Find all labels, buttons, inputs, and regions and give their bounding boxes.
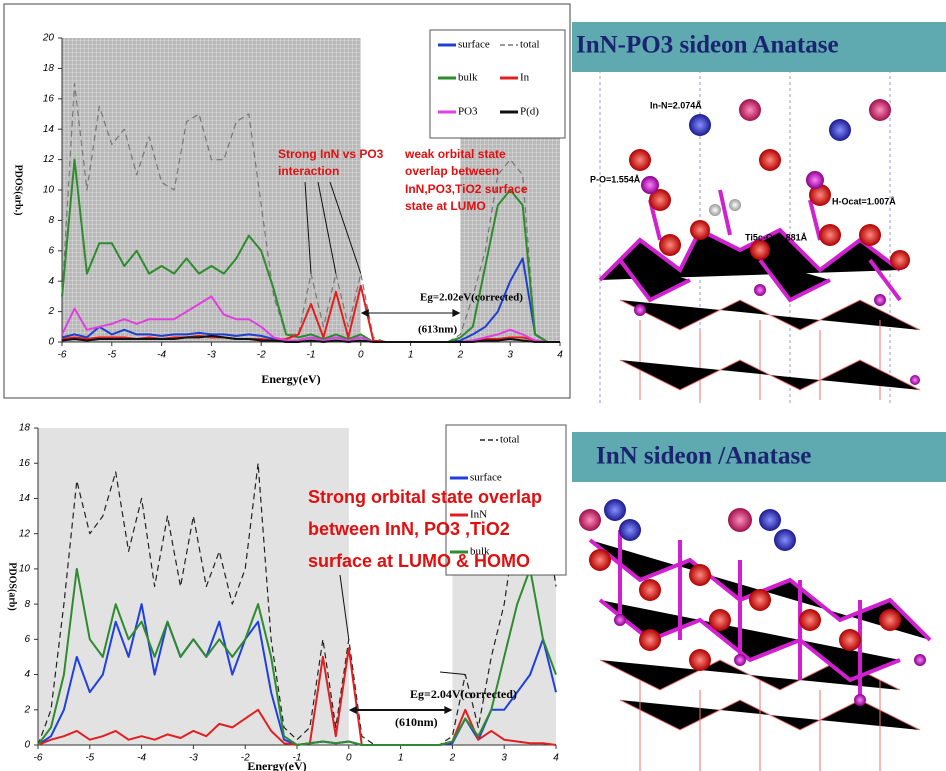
- x-tick-label: -2: [257, 350, 266, 361]
- y-tick-label: 10: [43, 185, 55, 196]
- legend-label: PO3: [458, 106, 478, 118]
- y-tick-label: 4: [48, 276, 54, 287]
- series-line: [37, 567, 557, 746]
- legend-box: [445, 424, 567, 576]
- bond-label: P-O=1.554Å: [590, 174, 641, 184]
- legend-box: [429, 29, 566, 139]
- y-tick-label: 12: [43, 154, 55, 165]
- y-tick-label: 6: [48, 245, 54, 256]
- y-tick-label: 4: [24, 669, 30, 680]
- legend-label: P(d): [520, 106, 539, 118]
- x-tick-label: 4: [553, 753, 559, 764]
- annotation-arrow: [329, 181, 362, 274]
- x-tick-label: -1: [293, 753, 302, 764]
- annotation-arrow: [304, 181, 312, 274]
- image-title: InN-PO3 sideon Anatase: [576, 32, 839, 59]
- x-tick-label: -5: [107, 350, 116, 361]
- x-tick-label: 1: [408, 350, 414, 361]
- annotation: Eg=2.04V(corrected): [410, 687, 517, 701]
- series-line: [37, 462, 557, 746]
- series-line: [61, 295, 560, 343]
- legend-label: total: [500, 434, 520, 446]
- annotation: interaction: [278, 164, 339, 178]
- y-tick-label: 0: [24, 740, 30, 751]
- image-title: InN sideon /Anatase: [596, 443, 811, 470]
- legend-label: InN: [470, 509, 487, 521]
- y-tick-label: 20: [42, 33, 55, 44]
- x-tick-label: -4: [157, 350, 166, 361]
- x-tick-label: -1: [307, 350, 316, 361]
- y-tick-label: 14: [19, 493, 31, 504]
- y-axis-label: PDOS(arb.): [13, 165, 24, 216]
- x-axis-label: Energy(eV): [247, 759, 306, 771]
- legend-label: surface: [458, 39, 490, 51]
- y-tick-label: 8: [24, 599, 30, 610]
- y-axis-label: PDOS(arb): [7, 562, 18, 610]
- annotation: state at LUMO: [405, 199, 486, 213]
- x-tick-label: 2: [449, 753, 456, 764]
- x-tick-label: -3: [207, 350, 216, 361]
- x-tick-label: 2: [457, 350, 464, 361]
- x-tick-label: 0: [358, 350, 364, 361]
- x-tick-label: -5: [85, 753, 94, 764]
- x-tick-label: 3: [507, 350, 513, 361]
- x-tick-label: 1: [398, 753, 404, 764]
- annotation: (613nm): [418, 324, 457, 336]
- legend-label: bulk: [458, 72, 478, 84]
- y-tick-label: 10: [19, 564, 31, 575]
- annotation: Strong InN vs PO3: [278, 147, 384, 161]
- x-tick-label: 0: [346, 753, 352, 764]
- y-tick-label: 12: [19, 528, 31, 539]
- y-tick-label: 18: [19, 423, 31, 434]
- annotation: overlap between: [405, 164, 499, 178]
- shaded-region: [38, 428, 349, 745]
- bond-label: Ti5c-O=1.881Å: [745, 232, 808, 242]
- x-tick-label: -6: [58, 350, 67, 361]
- annotation: weak orbital state: [404, 147, 506, 161]
- annotation: between InN, PO3 ,TiO2: [308, 519, 510, 539]
- legend-label: bulk: [470, 546, 490, 558]
- series-line: [61, 334, 560, 343]
- annotation: Eg=2.02eV(corrected): [420, 292, 523, 304]
- y-tick-label: 8: [48, 215, 54, 226]
- y-tick-label: 2: [47, 306, 54, 317]
- shaded-region: [62, 38, 361, 342]
- molecule-image-2: [572, 415, 946, 771]
- x-tick-label: -6: [34, 753, 43, 764]
- x-tick-label: 3: [501, 753, 507, 764]
- y-tick-label: 0: [48, 337, 54, 348]
- x-tick-label: -2: [241, 753, 250, 764]
- bond-label: H-Ocat=1.007Å: [832, 196, 896, 206]
- legend-label: surface: [470, 472, 502, 484]
- x-axis-label: Energy(eV): [261, 372, 320, 386]
- x-tick-label: 4: [557, 350, 563, 361]
- legend-label: In: [520, 72, 530, 84]
- annotation: Strong orbital state overlap: [308, 487, 542, 507]
- annotation-arrow: [339, 574, 350, 640]
- annotation: surface at LUMO & HOMO: [308, 551, 530, 571]
- y-tick-label: 14: [43, 124, 55, 135]
- y-tick-label: 16: [19, 458, 31, 469]
- molecule-image-1: [572, 0, 946, 405]
- annotation-arrow: [317, 181, 337, 274]
- x-tick-label: -3: [189, 753, 198, 764]
- bond-label: In-N=2.074Å: [650, 100, 702, 110]
- series-line: [61, 158, 560, 343]
- annotation: (610nm): [395, 715, 438, 729]
- x-tick-label: -4: [137, 753, 146, 764]
- y-tick-label: 6: [24, 634, 30, 645]
- annotation-arrow: [439, 671, 466, 676]
- y-tick-label: 2: [23, 704, 30, 715]
- annotation: InN,PO3,TiO2 surface: [405, 182, 528, 196]
- y-tick-label: 16: [43, 93, 55, 104]
- legend-label: total: [520, 39, 540, 51]
- y-tick-label: 18: [43, 63, 55, 74]
